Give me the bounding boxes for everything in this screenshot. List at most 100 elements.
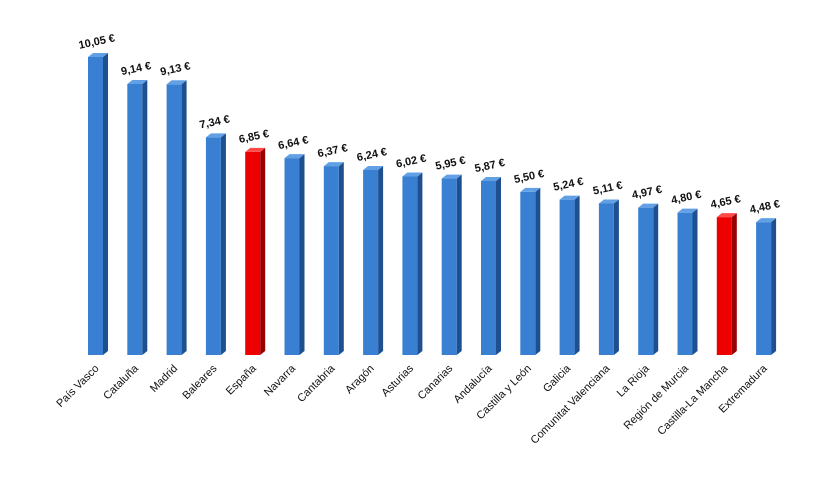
bar-side-comunitat-valenciana	[613, 199, 619, 355]
bar-side-espana	[260, 147, 266, 355]
value-label-galicia: 5,24 €	[552, 176, 584, 194]
bar-top-comunitat-valenciana	[598, 199, 619, 204]
bar-top-castilla-y-leon	[520, 187, 541, 192]
bar-front-galicia	[559, 199, 575, 355]
bar-top-espana	[245, 147, 266, 152]
bar-extremadura	[756, 218, 777, 355]
value-label-espana: 6,85 €	[238, 128, 270, 146]
category-label-la-rioja: La Rioja	[615, 362, 653, 400]
bar-navarra	[284, 154, 305, 355]
bar-top-galicia	[559, 195, 580, 200]
value-label-madrid: 9,13 €	[159, 60, 191, 78]
value-label-pais-vasco: 10,05 €	[78, 32, 116, 51]
bar-side-baleares	[220, 133, 226, 355]
bar-galicia	[559, 195, 580, 355]
category-label-cataluna: Cataluña	[101, 362, 141, 402]
bar-top-andalucia	[481, 176, 501, 181]
bar-side-andalucia	[496, 176, 501, 355]
bars-layer	[88, 53, 777, 355]
bar-front-comunitat-valenciana	[598, 203, 614, 355]
bar-side-canarias	[456, 174, 462, 355]
bar-front-madrid	[166, 84, 182, 355]
category-label-canarias: Canarias	[416, 362, 456, 402]
bar-madrid	[166, 80, 187, 355]
bar-side-castilla-la-mancha	[731, 213, 737, 355]
value-label-comunitat-valenciana: 5,11 €	[592, 180, 624, 198]
bar-aragon	[363, 165, 384, 355]
bar-espana	[245, 147, 266, 355]
bar-side-castilla-y-leon	[535, 187, 541, 355]
bar-region-de-murcia	[677, 208, 698, 355]
bar-front-pais-vasco	[88, 57, 103, 355]
bar-cataluna	[127, 79, 148, 355]
bar-side-extremadura	[771, 218, 777, 355]
bar-top-navarra	[284, 154, 305, 159]
bar-side-pais-vasco	[103, 53, 108, 355]
bar-top-canarias	[441, 174, 462, 179]
bar-canarias	[441, 174, 462, 355]
bar-front-cantabria	[323, 166, 339, 355]
bar-front-espana	[245, 151, 261, 355]
category-label-asturias: Asturias	[379, 362, 416, 399]
bar-top-cataluna	[127, 79, 148, 84]
category-label-madrid: Madrid	[148, 363, 180, 395]
bar-top-region-de-murcia	[677, 208, 698, 213]
bar-top-pais-vasco	[88, 53, 108, 57]
category-label-espana: España	[224, 362, 259, 397]
bar-front-extremadura	[756, 222, 772, 355]
category-label-galicia: Galicia	[541, 362, 574, 395]
category-label-baleares: Baleares	[180, 362, 220, 402]
value-label-castilla-y-leon: 5,50 €	[513, 168, 545, 186]
bar-front-canarias	[441, 178, 457, 355]
bar-side-aragon	[378, 165, 384, 355]
category-label-navarra: Navarra	[262, 362, 299, 399]
bar-front-navarra	[284, 158, 300, 355]
category-label-aragon: Aragón	[343, 363, 377, 397]
bar-top-madrid	[166, 80, 187, 85]
bar-side-madrid	[181, 80, 187, 355]
bar-front-la-rioja	[638, 207, 654, 355]
bar-front-region-de-murcia	[677, 212, 693, 355]
value-label-aragon: 6,24 €	[356, 146, 388, 164]
value-label-asturias: 6,02 €	[395, 153, 427, 171]
value-label-navarra: 6,64 €	[277, 134, 309, 152]
bar-baleares	[205, 133, 226, 355]
bar-side-asturias	[417, 172, 423, 355]
bar-side-region-de-murcia	[692, 208, 698, 355]
bar-side-cataluna	[142, 79, 148, 355]
value-label-region-de-murcia: 4,80 €	[670, 189, 702, 207]
value-label-castilla-la-mancha: 4,65 €	[709, 193, 741, 211]
bar-top-castilla-la-mancha	[716, 213, 737, 218]
category-label-comunitat-valenciana: Comunitat Valenciana	[529, 362, 614, 447]
bar-top-asturias	[402, 172, 423, 177]
bar-pais-vasco	[88, 53, 108, 355]
bar-side-navarra	[299, 154, 305, 355]
bar-front-aragon	[363, 169, 379, 355]
bar-front-castilla-la-mancha	[716, 217, 732, 355]
bar-top-aragon	[363, 165, 384, 170]
value-label-cantabria: 6,37 €	[316, 142, 348, 160]
bar-top-baleares	[205, 133, 226, 138]
bar-front-castilla-y-leon	[520, 191, 536, 355]
bar-castilla-la-mancha	[716, 213, 737, 355]
bar-front-cataluna	[127, 83, 143, 355]
value-label-la-rioja: 4,97 €	[631, 184, 663, 202]
bar-front-asturias	[402, 176, 418, 355]
category-labels-layer: País Vasco Cataluña Madrid Baleares España Na…	[54, 362, 770, 447]
bar-castilla-y-leon	[520, 187, 541, 355]
value-label-andalucia: 5,87 €	[474, 157, 506, 175]
bar-top-cantabria	[323, 162, 344, 167]
bar-andalucia	[481, 176, 501, 355]
value-label-extremadura: 4,48 €	[749, 198, 781, 216]
bar-top-extremadura	[756, 218, 777, 223]
category-label-pais-vasco: País Vasco	[54, 363, 101, 410]
bar-side-la-rioja	[653, 203, 659, 355]
bar-comunitat-valenciana	[598, 199, 619, 355]
bar-side-galicia	[574, 195, 580, 355]
bar-side-cantabria	[338, 162, 344, 355]
bar-cantabria	[323, 162, 344, 355]
bar-la-rioja	[638, 203, 659, 355]
value-label-cataluna: 9,14 €	[120, 60, 152, 78]
bar-asturias	[402, 172, 423, 355]
